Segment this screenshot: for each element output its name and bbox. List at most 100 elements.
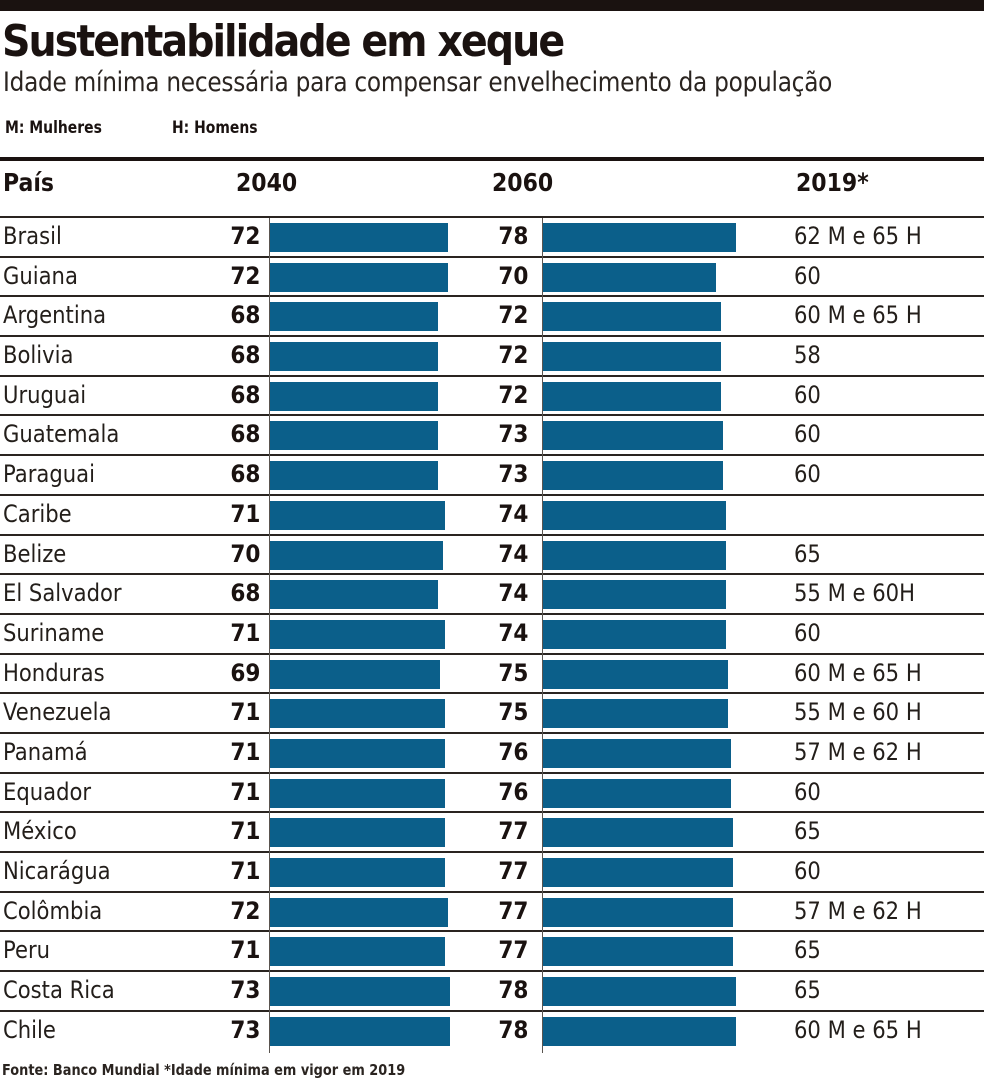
value-label-2060: 78 — [497, 976, 528, 1005]
country-label: Caribe — [3, 499, 72, 528]
country-label: Venezuela — [3, 698, 112, 727]
country-label: Chile — [3, 1015, 56, 1044]
value-label-2040: 68 — [229, 341, 260, 370]
retirement-age-2019: 60 — [794, 420, 821, 449]
bar-2060 — [543, 262, 716, 292]
bar-2060 — [543, 223, 736, 252]
value-label-2060: 70 — [497, 261, 528, 290]
bar-2040 — [270, 699, 446, 729]
bar-2060 — [543, 738, 731, 768]
value-label-2060: 72 — [497, 301, 528, 330]
retirement-age-2019: 60 — [794, 618, 821, 647]
axis-2040 — [269, 218, 270, 1053]
top-rule — [0, 0, 984, 11]
country-label: Costa Rica — [3, 976, 115, 1005]
value-label-2040: 71 — [229, 698, 260, 727]
bar-2040 — [270, 897, 448, 927]
value-label-2040: 73 — [229, 976, 260, 1005]
value-label-2040: 72 — [229, 261, 260, 290]
header-divider — [0, 216, 984, 218]
retirement-age-2019: 62 M e 65 H — [794, 222, 922, 250]
country-label: Guatemala — [3, 420, 120, 449]
bar-2060 — [543, 342, 721, 372]
value-label-2060: 75 — [497, 658, 528, 687]
retirement-age-2019: 57 M e 62 H — [794, 896, 922, 925]
country-label: Bolivia — [3, 341, 74, 370]
column-header-country: País — [3, 168, 55, 197]
value-label-2060: 76 — [497, 777, 528, 806]
value-label-2040: 68 — [229, 301, 260, 330]
table-row: Uruguai 68 72 60 — [0, 377, 984, 417]
country-label: Honduras — [3, 658, 105, 687]
bar-2060 — [543, 858, 734, 887]
bar-2060 — [543, 580, 726, 610]
bar-2040 — [270, 421, 438, 451]
value-label-2060: 76 — [497, 737, 528, 766]
retirement-age-2019: 65 — [794, 976, 821, 1005]
value-label-2040: 72 — [229, 896, 260, 925]
value-label-2060: 72 — [497, 341, 528, 370]
value-label-2060: 75 — [497, 698, 528, 727]
value-label-2060: 72 — [497, 380, 528, 409]
table-row: Costa Rica 73 78 65 — [0, 972, 984, 1012]
value-label-2040: 71 — [229, 817, 260, 846]
retirement-age-2019: 65 — [794, 539, 821, 568]
chart-rows: Brasil 72 78 62 M e 65 H Guiana 72 70 60 Argenti… — [0, 218, 984, 1051]
value-label-2040: 69 — [229, 658, 260, 687]
retirement-age-2019: 65 — [794, 817, 821, 846]
value-label-2060: 73 — [497, 460, 528, 489]
table-row: Suriname 71 74 60 — [0, 615, 984, 655]
source-footnote: Fonte: Banco Mundial *Idade mínima em vi… — [2, 1061, 406, 1079]
bar-2040 — [270, 381, 438, 411]
country-label: Peru — [3, 936, 51, 965]
bar-2040 — [270, 778, 446, 808]
country-label: El Salvador — [3, 579, 122, 608]
table-row: Guiana 72 70 60 — [0, 258, 984, 298]
country-label: Argentina — [3, 301, 107, 330]
country-label: Brasil — [3, 222, 62, 250]
table-row: Bolivia 68 72 58 — [0, 337, 984, 377]
bar-2060 — [543, 937, 734, 967]
bar-2060 — [543, 818, 734, 848]
table-row: Argentina 68 72 60 M e 65 H — [0, 297, 984, 338]
bar-2060 — [543, 1016, 736, 1046]
retirement-age-2019: 57 M e 62 H — [794, 737, 922, 766]
bar-2060 — [543, 619, 726, 649]
table-row: Nicarágua 71 77 60 — [0, 853, 984, 893]
value-label-2040: 68 — [229, 420, 260, 449]
table-row: Colômbia 72 77 57 M e 62 H — [0, 893, 984, 933]
header-rule — [0, 157, 984, 161]
bar-2040 — [270, 223, 448, 252]
bar-2060 — [543, 500, 726, 530]
value-label-2060: 74 — [497, 539, 528, 568]
legend-mulheres: M: Mulheres — [5, 118, 102, 138]
value-label-2040: 70 — [229, 539, 260, 568]
value-label-2060: 77 — [497, 936, 528, 965]
bar-2040 — [270, 659, 441, 689]
country-label: Colômbia — [3, 896, 103, 925]
bar-2040 — [270, 937, 446, 967]
value-label-2040: 71 — [229, 777, 260, 806]
column-header-2019: 2019* — [796, 168, 869, 197]
bar-2060 — [543, 461, 724, 491]
country-label: Uruguai — [3, 380, 87, 409]
bar-2060 — [543, 897, 734, 927]
retirement-age-2019: 65 — [794, 936, 821, 965]
table-row: El Salvador 68 74 55 M e 60H — [0, 575, 984, 615]
bar-2040 — [270, 262, 448, 292]
value-label-2040: 71 — [229, 936, 260, 965]
country-label: Nicarágua — [3, 857, 111, 885]
value-label-2060: 77 — [497, 817, 528, 846]
bar-2060 — [543, 381, 721, 411]
retirement-age-2019: 60 — [794, 460, 821, 489]
bar-2060 — [543, 778, 731, 808]
table-row: Paraguai 68 73 60 — [0, 456, 984, 496]
table-row: Chile 73 78 60 M e 65 H — [0, 1012, 984, 1052]
table-row: Guatemala 68 73 60 — [0, 416, 984, 457]
bar-2040 — [270, 818, 446, 848]
retirement-age-2019: 60 M e 65 H — [794, 1015, 922, 1044]
table-row: Panamá 71 76 57 M e 62 H — [0, 734, 984, 774]
bar-2060 — [543, 977, 736, 1007]
value-label-2040: 68 — [229, 579, 260, 608]
retirement-age-2019: 60 — [794, 777, 821, 806]
